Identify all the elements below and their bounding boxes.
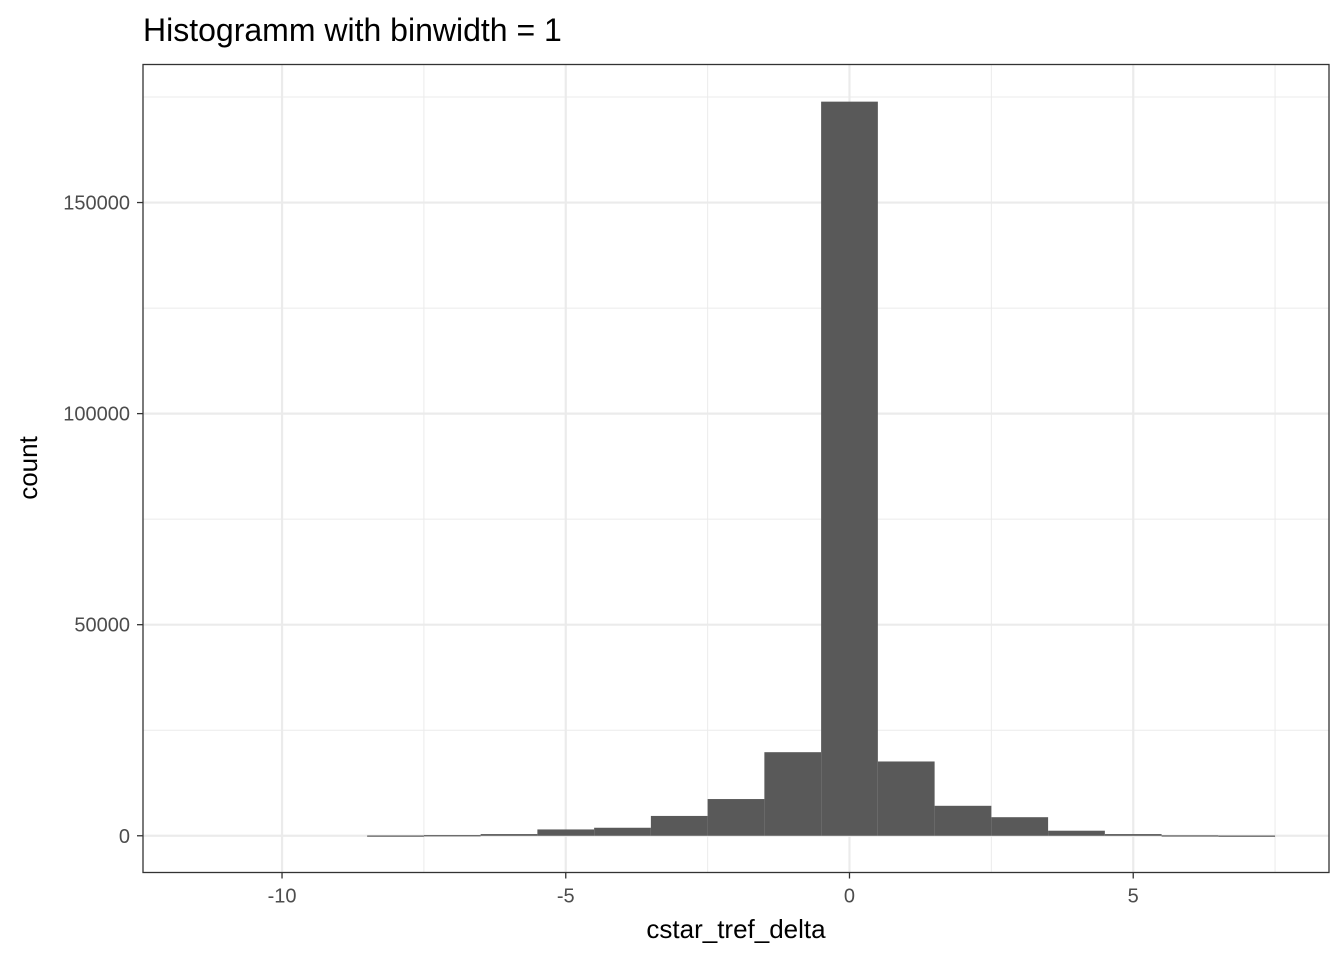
histogram-bar (1161, 835, 1219, 837)
x-tick-label: -5 (557, 886, 575, 908)
histogram-bars (367, 101, 1276, 837)
y-axis: 0 50000 100000 150000 (63, 193, 143, 848)
histogram-bar (821, 101, 878, 836)
histogram-bar (707, 799, 765, 836)
histogram-bar (367, 835, 424, 837)
chart-title: Histogramm with binwidth = 1 (143, 12, 562, 48)
x-axis-title: cstar_tref_delta (646, 914, 826, 944)
histogram-bar (991, 817, 1049, 836)
y-tick-label: 50000 (74, 615, 130, 637)
y-tick-label: 150000 (63, 193, 130, 215)
grid-lines (143, 64, 1329, 873)
histogram-bar (1048, 830, 1105, 836)
histogram-bar (594, 827, 651, 836)
panel-border (142, 63, 1330, 874)
x-tick-label: 5 (1128, 886, 1139, 908)
histogram-bar (1218, 835, 1276, 837)
y-tick-label: 0 (119, 826, 130, 848)
y-axis-title: count (13, 435, 43, 499)
x-tick-label: 0 (844, 886, 855, 908)
histogram-bar (877, 761, 935, 836)
histogram-bar (537, 829, 595, 836)
histogram-bar (1104, 834, 1162, 836)
histogram-bar (480, 834, 538, 836)
y-tick-label: 100000 (63, 404, 130, 426)
histogram-bar (423, 835, 481, 837)
histogram-bar (934, 805, 992, 836)
x-tick-label: -10 (268, 886, 297, 908)
histogram-bar (650, 815, 708, 836)
histogram-bar (764, 752, 822, 836)
x-axis: -10 -5 0 5 (268, 872, 1139, 908)
